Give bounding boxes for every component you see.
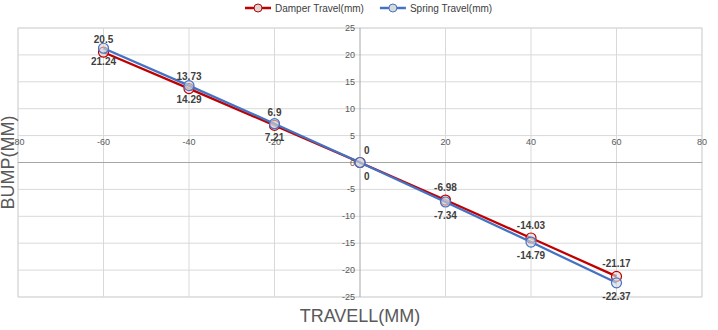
point-marker (184, 81, 194, 91)
y-tick-label: -20 (342, 265, 355, 275)
data-label: 20.5 (94, 34, 114, 45)
data-labels: 20.5 13.73 6.9 0 -6.98 -14.03 -21.17 21.24 14.29… (91, 34, 631, 302)
legend-label: Spring Travel(mm) (410, 3, 492, 14)
y-tick-label: 10 (345, 104, 355, 114)
x-tick-label: 80 (697, 137, 707, 147)
data-label: -7.34 (434, 210, 457, 221)
data-label: -14.03 (517, 220, 546, 231)
legend-marker (389, 4, 397, 12)
point-marker (441, 197, 451, 207)
legend: Damper Travel(mm) Spring Travel(mm) (245, 3, 492, 14)
data-label: 14.29 (176, 94, 201, 105)
y-axis-title: BUMP(MM) (0, 116, 18, 210)
y-tick-label: -5 (347, 184, 355, 194)
x-axis-title: TRAVELL(MM) (300, 306, 421, 326)
x-tick-label: 60 (611, 137, 621, 147)
x-tick-label: -60 (97, 137, 110, 147)
chart: -80-60-40-2020406080-25-20-15-10-5051015… (0, 0, 718, 330)
data-label: 21.24 (91, 56, 116, 67)
point-marker (526, 237, 536, 247)
point-marker (612, 278, 622, 288)
grid (18, 28, 702, 297)
y-tick-label: 5 (350, 131, 355, 141)
data-label: 0 (364, 171, 370, 182)
data-label: -22.37 (602, 291, 631, 302)
legend-label: Damper Travel(mm) (275, 3, 364, 14)
series-line (104, 52, 617, 276)
point-marker (355, 158, 365, 168)
plot-frame (18, 28, 702, 297)
marks (99, 43, 622, 288)
y-tick-label: -15 (342, 238, 355, 248)
data-label: 0 (364, 145, 370, 156)
legend-marker (254, 4, 262, 12)
y-tick-label: 15 (345, 77, 355, 87)
series-line (104, 48, 617, 283)
point-marker (355, 158, 365, 168)
y-tick-label: -10 (342, 211, 355, 221)
y-tick-label: 20 (345, 50, 355, 60)
data-label: 13.73 (176, 71, 201, 82)
y-tick-label: 25 (345, 23, 355, 33)
data-label: 6.9 (268, 107, 282, 118)
point-marker (270, 119, 280, 129)
data-label: 7.21 (265, 132, 285, 143)
y-tick-label: -25 (342, 292, 355, 302)
x-tick-label: -40 (182, 137, 195, 147)
x-tick-label: 40 (526, 137, 536, 147)
data-label: -21.17 (602, 258, 631, 269)
data-label: -6.98 (434, 182, 457, 193)
data-label: -14.79 (517, 250, 546, 261)
x-tick-label: 20 (440, 137, 450, 147)
